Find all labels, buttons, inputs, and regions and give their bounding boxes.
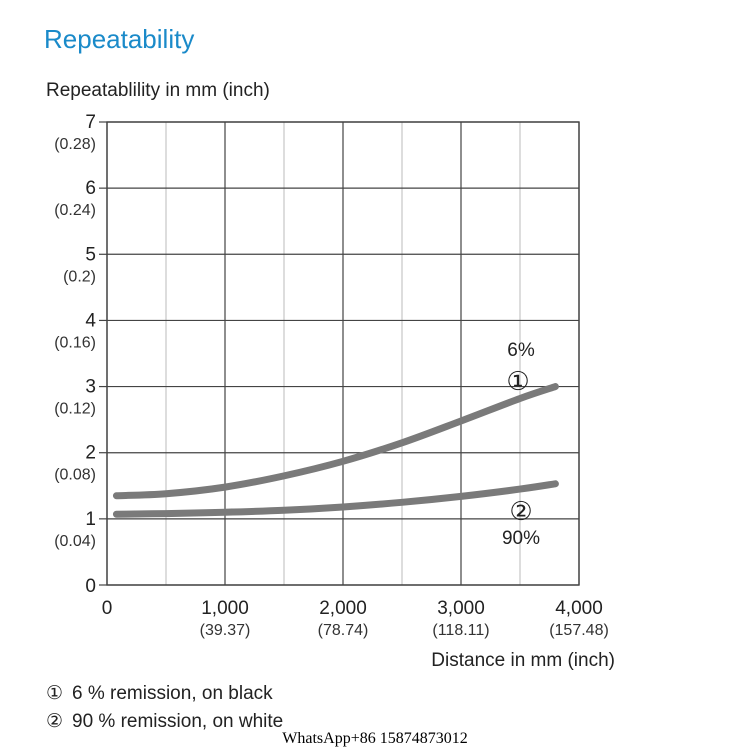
x-tick-label: 3,000	[437, 598, 485, 619]
series-line-1	[112, 383, 559, 500]
series-1-label: 6%	[507, 340, 535, 361]
x-tick-sublabel: (157.48)	[549, 622, 609, 639]
y-tick-label: 1	[85, 509, 96, 530]
legend-text-1: 6 % remission, on black	[72, 683, 273, 704]
series-line-2	[112, 480, 559, 518]
y-tick-sublabel: (0.12)	[54, 401, 96, 418]
y-tick-label: 3	[85, 377, 96, 398]
x-tick-label: 4,000	[555, 598, 603, 619]
chart-title: Repeatability	[44, 24, 195, 54]
legend-text-2: 90 % remission, on white	[72, 711, 284, 732]
watermark: WhatsApp+86 15874873012	[282, 730, 468, 747]
tick-labels: 0 1 (0.04) 2 (0.08) 3 (0.12) 4 (0.16) 5 (0.2) 6 (0.2…	[54, 112, 609, 639]
y-tick-sublabel: (0.04)	[54, 533, 96, 550]
y-tick-label: 6	[85, 178, 96, 199]
series-1-marker: ①	[506, 367, 529, 397]
x-tick-label: 0	[102, 598, 113, 619]
series-2-label: 90%	[502, 528, 540, 549]
y-tick-label: 0	[85, 576, 96, 597]
x-tick-label: 1,000	[201, 598, 249, 619]
y-tick-label: 5	[85, 244, 96, 265]
legend-item-2: ② 90 % remission, on white	[46, 710, 283, 733]
x-axis-label: Distance in mm (inch)	[431, 650, 615, 671]
y-tick-sublabel: (0.24)	[54, 202, 96, 219]
series-layer	[112, 383, 559, 518]
y-axis-label: Repeatablility in mm (inch)	[46, 80, 270, 101]
y-tick-sublabel: (0.08)	[54, 467, 96, 484]
y-tick-sublabel: (0.28)	[54, 136, 96, 153]
x-tick-label: 2,000	[319, 598, 367, 619]
x-tick-sublabel: (78.74)	[318, 622, 369, 639]
y-tick-sublabel: (0.2)	[63, 268, 96, 285]
y-tick-label: 7	[85, 112, 96, 133]
x-tick-sublabel: (39.37)	[200, 622, 251, 639]
axes	[99, 121, 580, 586]
legend-marker-1: ①	[46, 683, 64, 704]
x-tick-sublabel: (118.11)	[432, 622, 489, 639]
series-2-marker: ②	[509, 497, 532, 527]
y-tick-sublabel: (0.16)	[54, 334, 96, 351]
legend-item-1: ① 6 % remission, on black	[46, 682, 273, 705]
y-tick-label: 2	[85, 443, 96, 464]
y-tick-label: 4	[85, 310, 96, 331]
legend-marker-2: ②	[46, 711, 64, 732]
plot-frame	[106, 121, 580, 586]
